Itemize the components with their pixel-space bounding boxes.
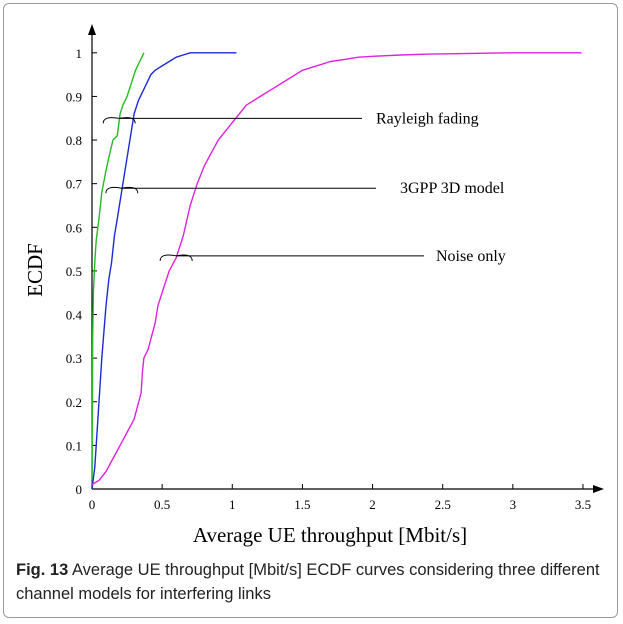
chart-series [91, 52, 582, 490]
annotation-label: 3GPP 3D model [400, 180, 505, 197]
x-ticks: 0 0.5 1 1.5 2 2.5 3 3.5 [89, 484, 591, 512]
figure-caption: Fig. 13 Average UE throughput [Mbit/s] E… [16, 558, 610, 606]
y-tick-label: 0.1 [66, 438, 82, 453]
chart-annotations: Rayleigh fading 3GPP 3D model Noise only [102, 110, 506, 265]
x-tick-label: 2 [369, 497, 376, 512]
x-tick-label: 1.5 [294, 497, 310, 512]
x-tick-label: 3 [510, 497, 517, 512]
series-line-1 [91, 52, 237, 490]
chart-axes [88, 24, 604, 493]
caption-label: Fig. 13 [16, 561, 69, 579]
x-tick-label: 0.5 [154, 497, 170, 512]
y-axis-arrow [88, 24, 96, 35]
y-tick-label: 0.9 [66, 89, 82, 104]
x-axis-title: Average UE throughput [Mbit/s] [193, 523, 467, 547]
y-tick-label: 0.7 [66, 177, 83, 192]
y-tick-label: 0 [76, 482, 83, 497]
caption-text: Average UE throughput [Mbit/s] ECDF curv… [16, 561, 600, 603]
x-axis-arrow [593, 485, 604, 493]
x-tick-label: 1 [229, 497, 236, 512]
x-tick-label: 2.5 [435, 497, 451, 512]
y-tick-label: 0.5 [66, 264, 82, 279]
y-ticks: 0 0.1 0.2 0.3 0.4 0.5 0.6 0.7 0.8 0.9 1 [66, 46, 97, 497]
y-tick-label: 0.4 [66, 308, 83, 323]
annotation-label: Noise only [436, 248, 506, 265]
annotation-brace [105, 186, 139, 194]
y-tick-label: 0.2 [66, 395, 82, 410]
y-tick-label: 1 [76, 46, 83, 61]
y-tick-label: 0.3 [66, 351, 82, 366]
y-tick-label: 0.8 [66, 133, 82, 148]
x-tick-label: 3.5 [575, 497, 591, 512]
x-tick-label: 0 [89, 497, 96, 512]
y-tick-label: 0.6 [66, 220, 83, 235]
annotation-label: Rayleigh fading [376, 110, 479, 127]
y-axis-title: ECDF [23, 243, 47, 297]
series-line-2 [91, 52, 582, 486]
series-line-0 [91, 52, 145, 490]
